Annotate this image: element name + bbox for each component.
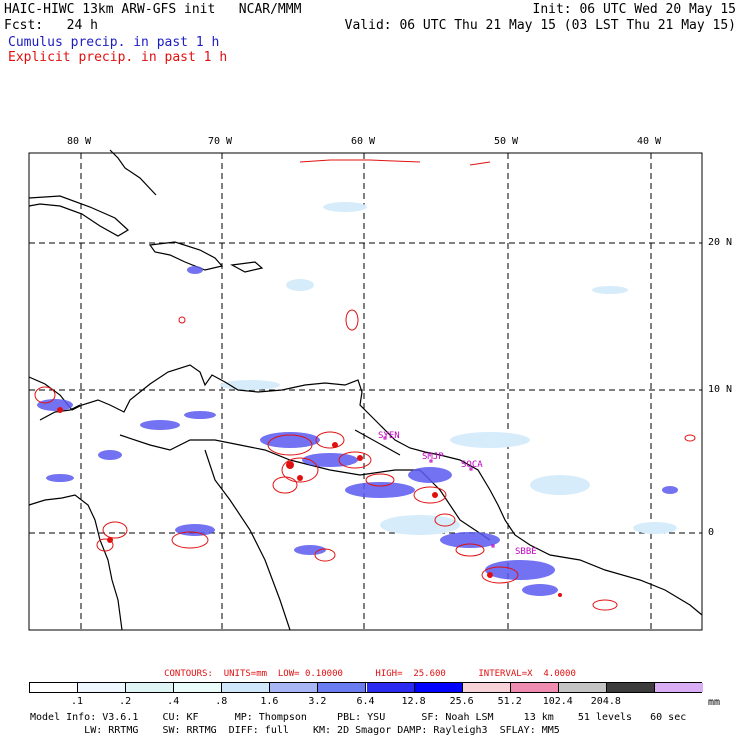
station-markers xyxy=(383,436,495,548)
station-label-syen: SYEN xyxy=(378,431,400,441)
colorbar-tick-label: 6.4 xyxy=(356,696,375,707)
cumulus-precip xyxy=(37,266,678,596)
explicit-precip-cores xyxy=(57,407,562,597)
colorbar-tick-label: .8 xyxy=(215,696,228,707)
colorbar-tick-label: 1.6 xyxy=(260,696,279,707)
colorbar-tick-label: 102.4 xyxy=(542,696,573,707)
colorbar-cell xyxy=(366,683,415,692)
colorbar-cell xyxy=(654,683,703,692)
colorbar-cell xyxy=(558,683,607,692)
colorbar-cell xyxy=(78,683,127,692)
colorbar-tick-label: 12.8 xyxy=(401,696,426,707)
explicit-precip-contours xyxy=(34,159,696,611)
valid-time: Valid: 06 UTC Thu 21 May 15 (03 LST Thu … xyxy=(344,18,736,33)
lon-label-40w: 40 W xyxy=(637,136,662,147)
lon-label-80w: 80 W xyxy=(67,136,92,147)
colorbar-cell xyxy=(174,683,223,692)
colorbar-tick-label: 204.8 xyxy=(590,696,621,707)
colorbar-cell xyxy=(510,683,559,692)
colorbar-tick-label: 51.2 xyxy=(497,696,522,707)
colorbar xyxy=(29,682,703,693)
light-precip-shading xyxy=(220,202,677,535)
colorbar-cell xyxy=(30,683,79,692)
lat-label-20n: 20 N xyxy=(708,237,733,248)
model-info-line1: Model Info: V3.6.1 CU: KF MP: Thompson P… xyxy=(30,712,687,723)
colorbar-tick-label: .4 xyxy=(167,696,180,707)
colorbar-tick-label: 3.2 xyxy=(308,696,327,707)
model-title: HAIC-HIWC 13km ARW-GFS init NCAR/MMM xyxy=(4,2,302,17)
init-time: Init: 06 UTC Wed 20 May 15 xyxy=(532,2,737,17)
model-info-line2: LW: RRTMG SW: RRTMG DIFF: full KM: 2D Sm… xyxy=(30,725,560,736)
lon-label-70w: 70 W xyxy=(208,136,233,147)
explicit-legend-label: Explicit precip. in past 1 h xyxy=(8,50,228,65)
map-grid xyxy=(29,153,702,630)
colorbar-tick-label: 25.6 xyxy=(449,696,474,707)
colorbar-cell xyxy=(606,683,655,692)
colorbar-cell xyxy=(222,683,271,692)
station-label-smjp: SMJP xyxy=(422,452,444,462)
station-label-soca: SOCA xyxy=(461,460,483,470)
lat-label-0: 0 xyxy=(708,527,715,538)
cumulus-legend-label: Cumulus precip. in past 1 h xyxy=(8,35,220,50)
colorbar-tick-label: .1 xyxy=(71,696,84,707)
colorbar-cell xyxy=(318,683,367,692)
colorbar-cell xyxy=(414,683,463,692)
lon-label-50w: 50 W xyxy=(494,136,519,147)
colorbar-cell xyxy=(126,683,175,692)
contours-info: CONTOURS: UNITS=mm LOW= 0.10000 HIGH= 25… xyxy=(164,669,576,679)
colorbar-tick-label: .2 xyxy=(119,696,132,707)
colorbar-cell xyxy=(462,683,511,692)
colorbar-unit: mm xyxy=(708,697,721,708)
station-label-sbbe: SBBE xyxy=(515,547,537,557)
forecast-hours: Fcst: 24 h xyxy=(4,18,98,33)
lon-label-60w: 60 W xyxy=(351,136,376,147)
colorbar-cell xyxy=(270,683,319,692)
lat-label-10n: 10 N xyxy=(708,384,733,395)
